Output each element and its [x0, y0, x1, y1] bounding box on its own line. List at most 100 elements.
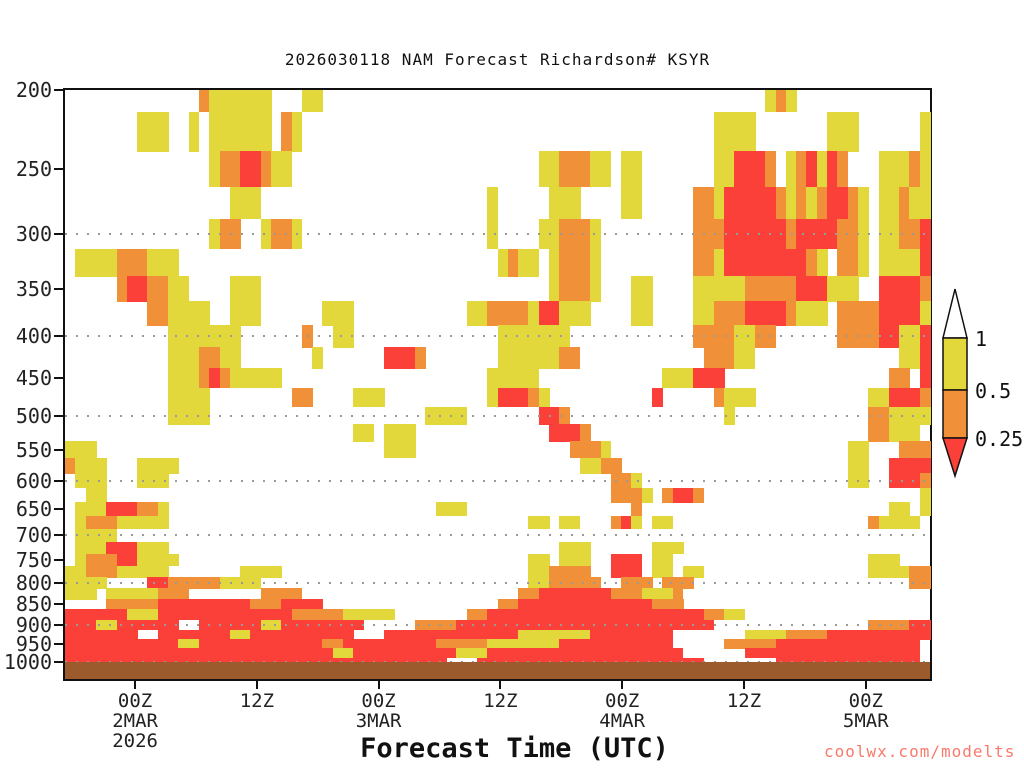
heatmap-cell: [229, 276, 262, 302]
heatmap-cell: [147, 276, 169, 302]
heatmap-cell: [291, 609, 344, 621]
pressure-gridline: [65, 534, 930, 537]
heatmap-cell: [487, 387, 499, 408]
y-axis-tick: [54, 89, 63, 91]
heatmap-cell: [65, 629, 138, 640]
heatmap-cell: [765, 90, 777, 113]
heatmap-cell: [631, 276, 653, 302]
heatmap-cell: [353, 387, 385, 408]
x-axis-tick-label: 00Z: [361, 690, 396, 712]
heatmap-cell: [693, 487, 705, 503]
heatmap-cell: [322, 639, 344, 650]
heatmap-cell: [65, 639, 179, 650]
heatmap-cell: [672, 487, 694, 503]
heatmap-cell: [456, 648, 488, 659]
heatmap-cell: [384, 347, 416, 369]
heatmap-cell: [919, 347, 931, 369]
heatmap-cell: [198, 639, 324, 650]
heatmap-cell: [652, 599, 684, 611]
y-axis-tick-label: 700: [15, 523, 52, 548]
heatmap-cell: [816, 186, 828, 220]
y-axis-tick: [54, 642, 63, 645]
heatmap-cell: [549, 248, 560, 277]
heatmap-cell: [75, 553, 87, 567]
pressure-gridline: [65, 479, 930, 482]
heatmap-cell: [487, 301, 529, 326]
heatmap-cell: [713, 111, 756, 152]
heatmap-cell: [909, 151, 921, 188]
heatmap-cell: [641, 487, 653, 503]
heatmap-cell: [549, 186, 581, 220]
heatmap-cell: [827, 151, 838, 188]
heatmap-cell: [271, 151, 293, 188]
heatmap-cell: [693, 276, 746, 302]
heatmap-cell: [878, 248, 921, 277]
y-axis-tick-label: 1000: [3, 650, 52, 674]
heatmap-cell: [744, 276, 797, 302]
heatmap-cell: [147, 301, 169, 326]
heatmap-cell: [487, 368, 540, 389]
heatmap-cell: [250, 599, 282, 611]
heatmap-cell: [559, 541, 591, 555]
heatmap-cell: [827, 629, 931, 640]
heatmap-cell: [384, 629, 519, 640]
heatmap-cell: [75, 515, 87, 530]
heatmap-cell: [652, 553, 674, 567]
heatmap-cell: [672, 588, 684, 600]
heatmap-cell: [106, 541, 138, 555]
heatmap-cell: [827, 111, 859, 152]
heatmap-cell: [631, 515, 643, 530]
heatmap-cell: [137, 502, 159, 517]
heatmap-cell: [559, 276, 591, 302]
heatmap-cell: [806, 248, 818, 277]
y-axis-tick: [54, 233, 63, 236]
heatmap-cell: [919, 111, 931, 152]
heatmap-cell: [435, 502, 468, 517]
heatmap-cell: [713, 151, 735, 188]
y-axis-tick-label: 450: [15, 366, 52, 391]
heatmap-cell: [106, 502, 138, 517]
heatmap-cell: [775, 657, 921, 663]
heatmap-cell: [518, 248, 540, 277]
heatmap-cell: [487, 639, 560, 650]
heatmap-cell: [621, 151, 643, 188]
heatmap-cell: [559, 515, 581, 530]
y-axis-tick: [54, 287, 63, 290]
heatmap-cell: [693, 301, 715, 326]
heatmap-cell: [549, 565, 591, 578]
heatmap-cell: [621, 186, 643, 220]
heatmap-cell: [621, 515, 632, 530]
heatmap-cell: [713, 248, 725, 277]
heatmap-cell: [744, 648, 921, 659]
heatmap-cell: [652, 565, 674, 578]
heatmap-cell: [919, 487, 931, 503]
heatmap-cell: [559, 301, 591, 326]
heatmap-cell: [590, 248, 602, 277]
heatmap-cell: [775, 186, 787, 220]
heatmap-cell: [549, 424, 581, 442]
heatmap-cell: [868, 424, 890, 442]
heatmap-cell: [126, 276, 148, 302]
heatmap-cell: [559, 151, 591, 188]
heatmap-cell: [899, 441, 931, 459]
heatmap-cell: [250, 629, 354, 640]
y-axis-tick-label: 650: [15, 496, 52, 521]
heatmap-cell: [126, 609, 159, 621]
heatmap-cell: [497, 347, 560, 369]
heatmap-cell: [652, 387, 663, 408]
heatmap-cell: [734, 347, 756, 369]
x-axis-tick: [134, 681, 137, 689]
heatmap-cell: [168, 387, 210, 408]
x-axis-date-label: 2026: [112, 730, 158, 752]
colorbar-label: 0.5: [975, 379, 1012, 403]
heatmap-cell: [868, 515, 880, 530]
y-axis-tick-label: 600: [15, 468, 52, 493]
page-title: 2026030118 NAM Forecast Richardson# KSYR: [284, 50, 711, 69]
heatmap-cell: [65, 441, 97, 459]
heatmap-cell: [137, 553, 179, 567]
x-axis-tick: [621, 681, 624, 689]
heatmap-cell: [724, 248, 807, 277]
heatmap-cell: [816, 151, 828, 188]
heatmap-cell: [291, 111, 303, 152]
heatmap-cell: [229, 301, 262, 326]
